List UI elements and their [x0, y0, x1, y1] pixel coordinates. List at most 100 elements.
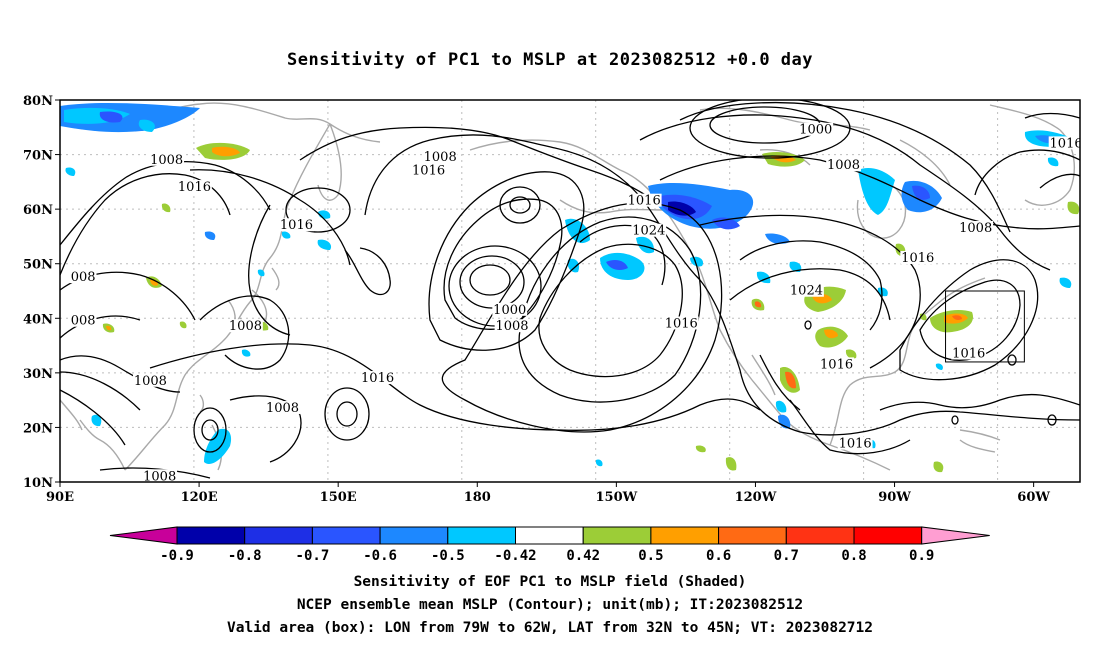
contour-label-bg	[837, 436, 873, 450]
lon-tick-label: 150W	[595, 490, 637, 505]
contour-label: 1024	[632, 224, 665, 239]
lon-tick-label: 180	[464, 490, 491, 505]
contour-label-bg	[900, 250, 936, 264]
lon-tick-label: 60W	[1017, 490, 1050, 505]
contour-label-bg	[663, 316, 699, 330]
contour-label-bg	[149, 152, 185, 166]
valid-area-box	[945, 290, 1025, 363]
contour-label: 1008	[959, 221, 992, 236]
contour-label: 008	[71, 270, 96, 285]
lon-tick-label: 90E	[46, 490, 74, 505]
contour-label: 1016	[952, 346, 985, 361]
contour-label-bg	[279, 218, 314, 232]
contour-label: 1016	[178, 180, 211, 195]
contour-label: 1000	[799, 123, 832, 138]
contour-label: 1008	[827, 158, 860, 173]
lon-tick-label: 150E	[320, 490, 357, 505]
colorbar-swatch	[650, 526, 720, 545]
contour-label-bg	[819, 357, 854, 371]
colorbar-tick-label: 0.42	[566, 548, 600, 564]
colorbar-tick-label: 0.7	[774, 548, 799, 564]
lat-tick-label: 40N	[23, 312, 53, 327]
contour-label: 1016	[665, 316, 698, 331]
contour-label-bg	[958, 220, 994, 234]
contour-label-bg	[360, 371, 395, 385]
contour-label-bg	[789, 283, 824, 297]
colorbar-swatch	[244, 526, 313, 545]
contour-label-bg	[951, 346, 987, 360]
sensitivity-shading	[60, 102, 1080, 473]
colorbar-swatch	[853, 526, 923, 545]
colorbar-tick-label: 0.9	[909, 548, 934, 564]
colorbar-swatch	[311, 526, 381, 545]
colorbar-tick-label: -0.8	[228, 548, 262, 564]
colorbar-swatch	[582, 526, 652, 545]
colorbar-swatch	[176, 526, 246, 545]
contour-label: 1008	[229, 319, 262, 334]
contour-label-bg	[826, 158, 861, 172]
contour-label-bg	[411, 163, 446, 177]
colorbar-tick-label: -0.9	[160, 548, 194, 564]
lat-tick-label: 70N	[23, 149, 53, 164]
longitude-ticks: 90E 120E 150E 180 150W 120W 90W 60W	[46, 482, 1050, 505]
lon-tick-label: 120W	[735, 490, 777, 505]
contour-label: 1016	[1050, 136, 1083, 151]
colorbar-tick-label: 0.6	[706, 548, 731, 564]
lat-tick-label: 50N	[23, 258, 53, 273]
contour-label-bg	[69, 313, 97, 327]
grid-lines	[60, 100, 1080, 482]
lat-tick-label: 60N	[23, 203, 53, 218]
latitude-ticks: 80N 70N 60N 50N 40N 30N 20N 10N	[23, 94, 60, 491]
contour-label-bg	[265, 401, 300, 415]
contour-label: 1016	[901, 251, 934, 266]
colorbar-swatch	[785, 526, 855, 545]
contour-label: 1016	[412, 164, 445, 179]
lon-tick-label: 90W	[878, 490, 911, 505]
contour-label-bg	[631, 223, 667, 237]
colorbar-swatch	[447, 526, 516, 545]
lon-tick-label: 120E	[181, 490, 218, 505]
colorbar-tick-label: -0.7	[296, 548, 330, 564]
contour-label: 1008	[143, 469, 176, 484]
contour-label: 1016	[839, 437, 872, 452]
colorbar-swatch	[718, 526, 787, 545]
mslp-contours	[60, 100, 1080, 479]
colorbar-tick-label: 0.5	[638, 548, 663, 564]
contour-label-bg	[228, 319, 263, 333]
colorbar-tick-label: -0.6	[363, 548, 397, 564]
contour-label-bg	[177, 180, 212, 194]
contour-label: 1000	[493, 303, 526, 318]
lat-tick-label: 80N	[23, 94, 53, 109]
contour-label: 1008	[495, 319, 528, 334]
contour-label-bg	[69, 270, 97, 284]
contour-label-bg	[494, 319, 530, 333]
colorbar-swatch	[515, 526, 584, 545]
contour-label: 1008	[266, 401, 299, 416]
contour-label: 1008	[424, 150, 457, 165]
colorbar: -0.9 -0.8 -0.7 -0.6 -0.5 -0.42 0.42 0.5 0.6 0.7 0.…	[109, 526, 990, 564]
contour-label-bg	[798, 122, 834, 136]
lat-tick-label: 30N	[23, 367, 53, 382]
colorbar-tick-label: -0.42	[494, 548, 536, 564]
contour-label: 1016	[820, 357, 853, 372]
contour-label-bg	[133, 373, 168, 387]
contour-label-bg	[1048, 136, 1080, 150]
contour-label: 1016	[628, 194, 661, 209]
contour-label: 1008	[150, 153, 183, 168]
caption-valid-area: Valid area (box): LON from 79W to 62W, L…	[226, 620, 873, 636]
contour-label: 1016	[280, 218, 313, 233]
contour-label: 1008	[134, 374, 167, 389]
lat-tick-label: 20N	[23, 421, 53, 436]
colorbar-tick-label: -0.5	[431, 548, 465, 564]
contour-label: 1024	[790, 284, 823, 299]
map-frame	[59, 99, 1081, 483]
lat-tick-label: 10N	[23, 476, 53, 491]
contour-label: 008	[71, 314, 96, 329]
colorbar-max-arrow	[921, 526, 990, 545]
caption-shading: Sensitivity of EOF PC1 to MSLP field (Sh…	[353, 574, 747, 590]
contour-label-bg	[142, 469, 178, 482]
colorbar-tick-label: 0.8	[841, 548, 866, 564]
caption-contour: NCEP ensemble mean MSLP (Contour); unit(…	[296, 597, 804, 613]
